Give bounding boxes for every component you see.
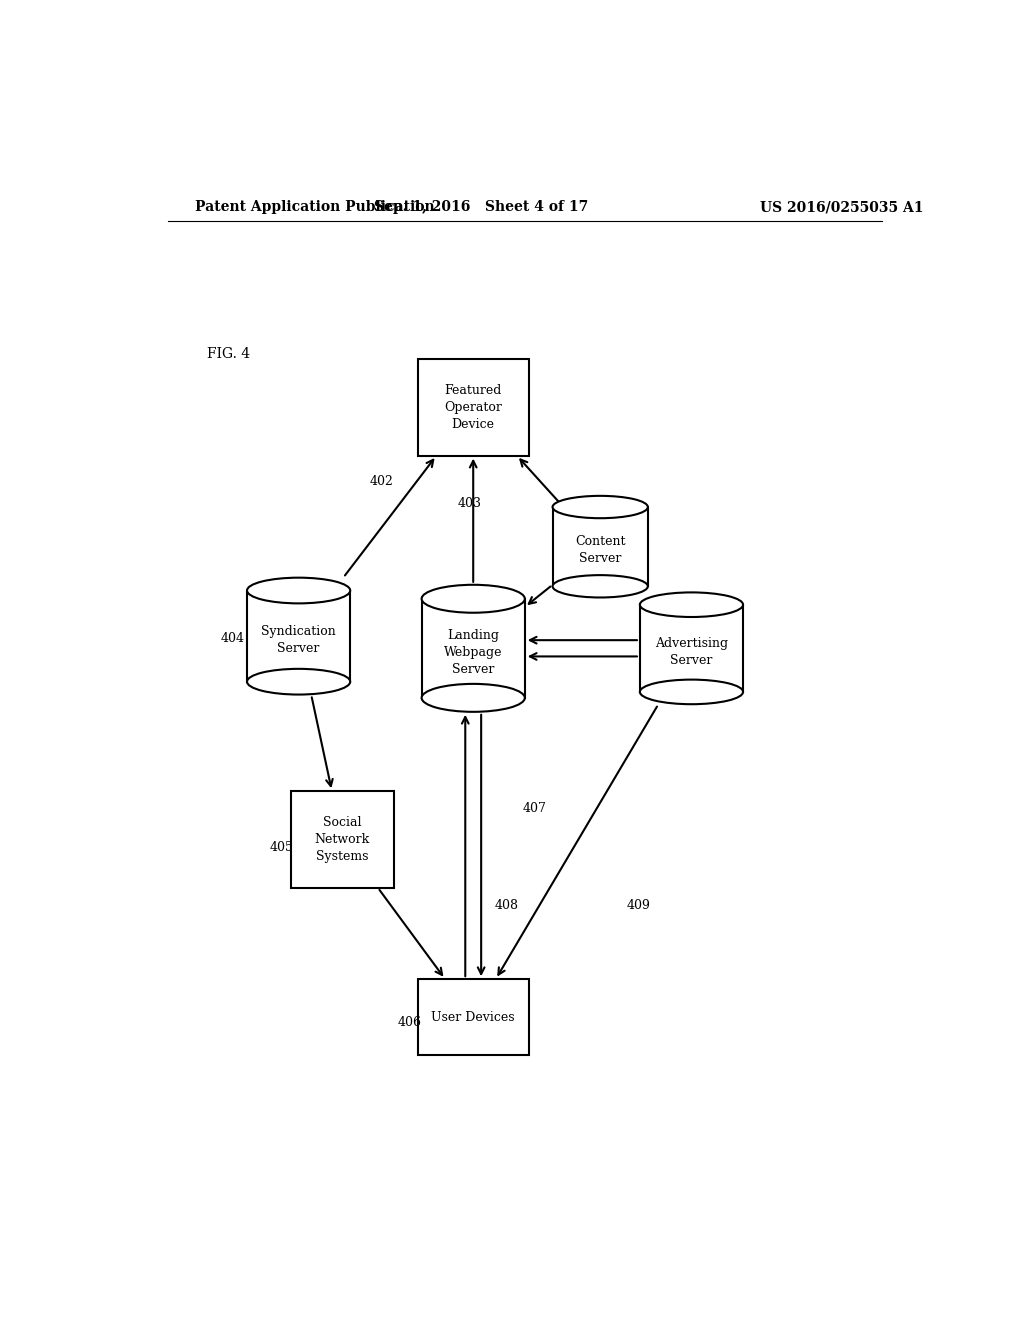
Ellipse shape bbox=[553, 496, 648, 519]
Text: US 2016/0255035 A1: US 2016/0255035 A1 bbox=[761, 201, 924, 214]
Text: 402: 402 bbox=[370, 475, 394, 488]
Ellipse shape bbox=[640, 593, 743, 616]
Text: 403: 403 bbox=[458, 498, 481, 511]
Bar bbox=[422, 599, 524, 698]
Ellipse shape bbox=[247, 669, 350, 694]
Ellipse shape bbox=[553, 576, 648, 598]
Bar bbox=[418, 359, 528, 455]
Text: 405: 405 bbox=[269, 841, 293, 854]
Text: Content
Server: Content Server bbox=[574, 535, 626, 565]
Text: Syndication
Server: Syndication Server bbox=[261, 624, 336, 655]
Text: 406: 406 bbox=[397, 1016, 422, 1028]
Ellipse shape bbox=[422, 684, 524, 711]
Ellipse shape bbox=[247, 578, 350, 603]
Bar bbox=[418, 979, 528, 1056]
Ellipse shape bbox=[422, 585, 524, 612]
Bar bbox=[291, 791, 394, 887]
Ellipse shape bbox=[247, 578, 350, 603]
Bar bbox=[640, 605, 743, 692]
Text: User Devices: User Devices bbox=[431, 1011, 515, 1024]
Text: 409: 409 bbox=[627, 899, 650, 912]
Text: Social
Network
Systems: Social Network Systems bbox=[314, 816, 370, 863]
Ellipse shape bbox=[640, 680, 743, 704]
Text: 404: 404 bbox=[220, 632, 245, 644]
Text: FIG. 4: FIG. 4 bbox=[207, 347, 251, 360]
Ellipse shape bbox=[553, 496, 648, 519]
Text: 408: 408 bbox=[495, 899, 518, 912]
Text: Landing
Webpage
Server: Landing Webpage Server bbox=[444, 630, 503, 676]
Text: Featured
Operator
Device: Featured Operator Device bbox=[444, 384, 502, 430]
Text: 407: 407 bbox=[522, 803, 546, 816]
Bar bbox=[247, 590, 350, 681]
Ellipse shape bbox=[422, 585, 524, 612]
Text: Sep. 1, 2016   Sheet 4 of 17: Sep. 1, 2016 Sheet 4 of 17 bbox=[374, 201, 588, 214]
Bar bbox=[553, 507, 648, 586]
Ellipse shape bbox=[640, 593, 743, 616]
Text: Patent Application Publication: Patent Application Publication bbox=[196, 201, 435, 214]
Text: Advertising
Server: Advertising Server bbox=[655, 638, 728, 667]
